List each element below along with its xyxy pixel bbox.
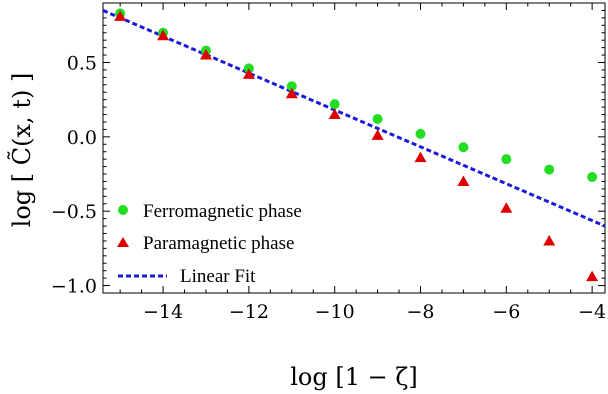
x-tick-label: −8: [406, 301, 434, 323]
legend-label-paramagnetic: Paramagnetic phase: [143, 233, 294, 254]
x-tick-label: −10: [315, 301, 355, 323]
y-axis-label: log [ C̃(x, t) ]: [8, 73, 36, 228]
ferromagnetic-point: [458, 142, 469, 153]
x-tick-label: −4: [578, 301, 606, 323]
x-tick-label: −6: [492, 301, 520, 323]
ferromagnetic-point: [415, 128, 426, 139]
paramagnetic-point: [285, 87, 298, 99]
x-tick-label: −12: [229, 301, 269, 323]
x-tick-labels: −14 −12 −10 −8 −6 −4: [143, 301, 606, 323]
x-axis-label: log [1 − ζ]: [290, 363, 418, 391]
x-tick-label: −14: [143, 301, 183, 323]
legend-label-ferromagnetic: Ferromagnetic phase: [143, 201, 302, 222]
paramagnetic-point: [414, 151, 427, 163]
y-tick-label: −0.5: [51, 201, 97, 223]
ferromagnetic-point: [372, 114, 383, 124]
paramagnetic-point: [500, 202, 513, 213]
ferromagnetic-point: [329, 99, 340, 110]
ferromagnetic-point: [286, 81, 297, 92]
ferromagnetic-point: [544, 164, 555, 175]
y-tick-label: 0.5: [67, 52, 97, 74]
legend: Ferromagnetic phase Paramagnetic phase L…: [117, 201, 302, 287]
plot-frame: [102, 2, 606, 294]
ferromagnetic-point: [587, 172, 598, 182]
paramagnetic-point: [371, 129, 384, 140]
axis-ticks: [103, 3, 605, 293]
paramagnetic-point: [328, 108, 341, 120]
paramagnetic-point: [586, 270, 599, 282]
legend-label-linear-fit: Linear Fit: [180, 266, 256, 287]
paramagnetic-point: [157, 29, 170, 41]
linear-fit-line: [102, 9, 606, 228]
ferromagnetic-point: [501, 154, 512, 165]
data-points-layer: [114, 8, 599, 282]
paramagnetic-point: [199, 49, 212, 60]
legend-marker-ferromagnetic: [118, 205, 128, 215]
paramagnetic-point: [242, 68, 255, 79]
legend-marker-paramagnetic: [117, 237, 129, 247]
linear-fit-layer: [102, 9, 606, 228]
paramagnetic-point: [114, 10, 127, 21]
paramagnetic-point: [543, 234, 556, 246]
y-tick-label: −1.0: [51, 276, 97, 298]
paramagnetic-point: [457, 175, 470, 186]
y-tick-labels: −1.0 −0.5 0.0 0.5: [51, 52, 97, 297]
y-tick-label: 0.0: [67, 127, 97, 149]
